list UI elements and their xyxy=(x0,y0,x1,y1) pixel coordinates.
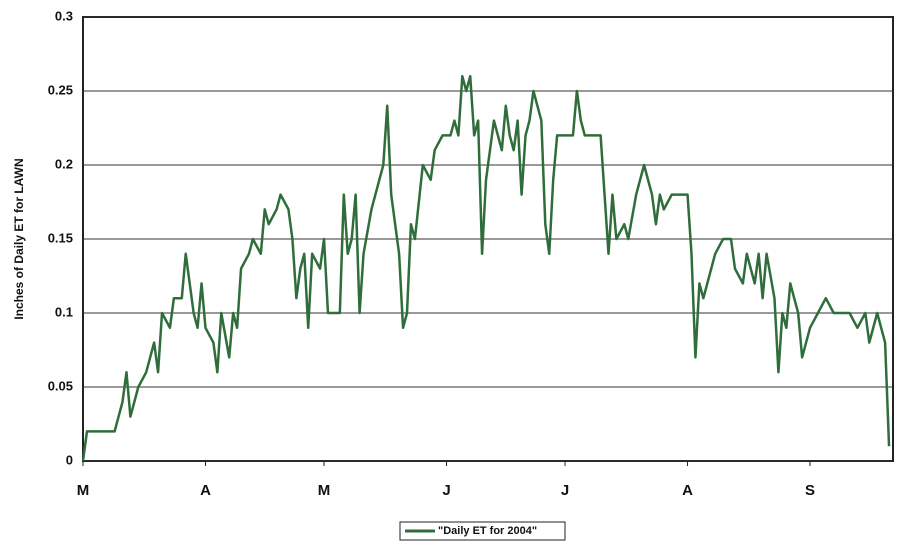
y-tick-label: 0.1 xyxy=(55,304,73,319)
y-tick-label: 0.15 xyxy=(48,230,73,245)
x-tick-label: M xyxy=(77,482,90,499)
x-tick-label: A xyxy=(200,482,211,499)
y-tick-label: 0 xyxy=(66,452,73,467)
legend-box xyxy=(399,521,566,541)
x-tick-label: J xyxy=(561,482,569,499)
line xyxy=(81,74,891,462)
y-tick-label: 0.2 xyxy=(55,156,73,171)
y-tick-label: 0.05 xyxy=(48,378,73,393)
x-tick-label: J xyxy=(442,482,450,499)
y-tick-label: 0.25 xyxy=(48,82,73,97)
y-axis-label: Inches of Daily ET for LAWN xyxy=(12,158,26,319)
x-tick-label: M xyxy=(318,482,331,499)
x-tick-label: A xyxy=(682,482,693,499)
y-tick-label: 0.3 xyxy=(55,8,73,23)
legend-label: "Daily ET for 2004" xyxy=(438,525,537,537)
x-tick-label: S xyxy=(805,482,815,499)
